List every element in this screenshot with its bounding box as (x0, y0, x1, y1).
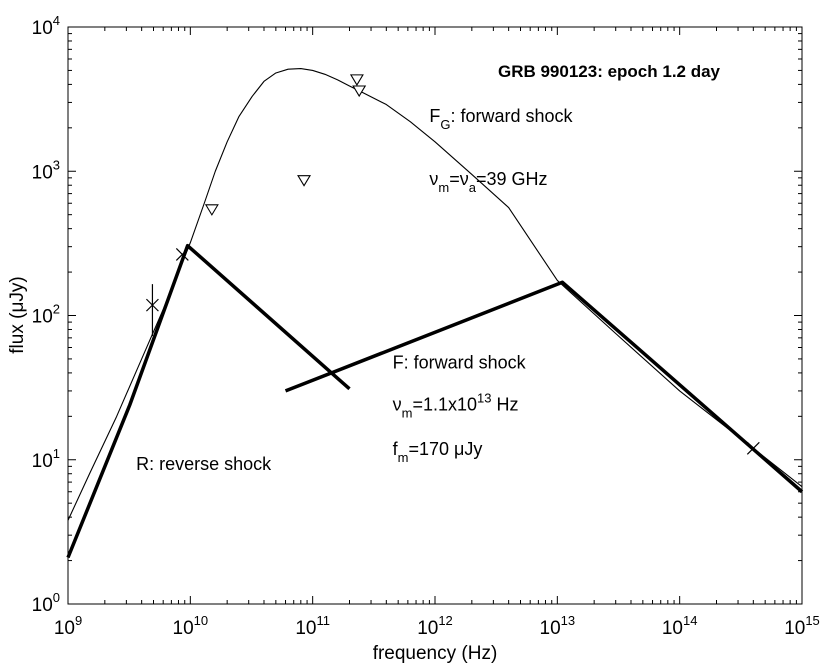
x-axis-title: frequency (Hz) (373, 643, 498, 664)
annotation-fg-forward-shock: FG: forward shock (429, 106, 573, 132)
x-tick-label: 109 (54, 613, 82, 639)
plot-frame (67, 26, 803, 605)
point-triangle-marker (204, 204, 219, 216)
x-tick-label: 1011 (295, 613, 330, 639)
y-tick-label: 100 (32, 590, 60, 616)
point-triangle-marker (352, 85, 367, 98)
series-line-2 (284, 280, 804, 494)
y-axis-title: flux (μJy) (7, 276, 28, 353)
point-x-marker (175, 248, 189, 261)
point-x-marker (746, 441, 760, 455)
plot-area (66, 68, 804, 559)
annotation-r-reverse-shock: R: reverse shock (136, 454, 272, 474)
annotation-f-m-value: fm=170 μJy (393, 439, 483, 465)
x-tick-label: 1013 (540, 613, 576, 639)
point-triangle-marker (349, 74, 364, 86)
x-tick-label: 1014 (662, 613, 698, 639)
y-tick-label: 103 (32, 157, 60, 183)
point-triangle-marker (297, 175, 312, 187)
x-tick-label: 1012 (417, 613, 453, 639)
series-line-1 (66, 243, 351, 559)
y-tick-label: 104 (32, 13, 60, 39)
annotation-f-forward-shock: F: forward shock (393, 352, 527, 372)
annotations: FG: forward shock νm=νa=39 GHz F: forwar… (136, 106, 573, 474)
y-tick-label: 102 (32, 302, 60, 328)
axis-ticks: 109 1010 1011 1012 1013 1014 1015 100 101 102 103 1… (32, 13, 820, 639)
chart-title: GRB 990123: epoch 1.2 day (498, 62, 721, 81)
x-tick-label: 1015 (784, 613, 820, 639)
x-tick-label: 1010 (173, 613, 209, 639)
annotation-nu-m-nu-a: νm=νa=39 GHz (429, 169, 547, 195)
annotation-nu-m-value: νm=1.1x1013 Hz (393, 390, 519, 420)
y-tick-label: 101 (32, 446, 60, 472)
